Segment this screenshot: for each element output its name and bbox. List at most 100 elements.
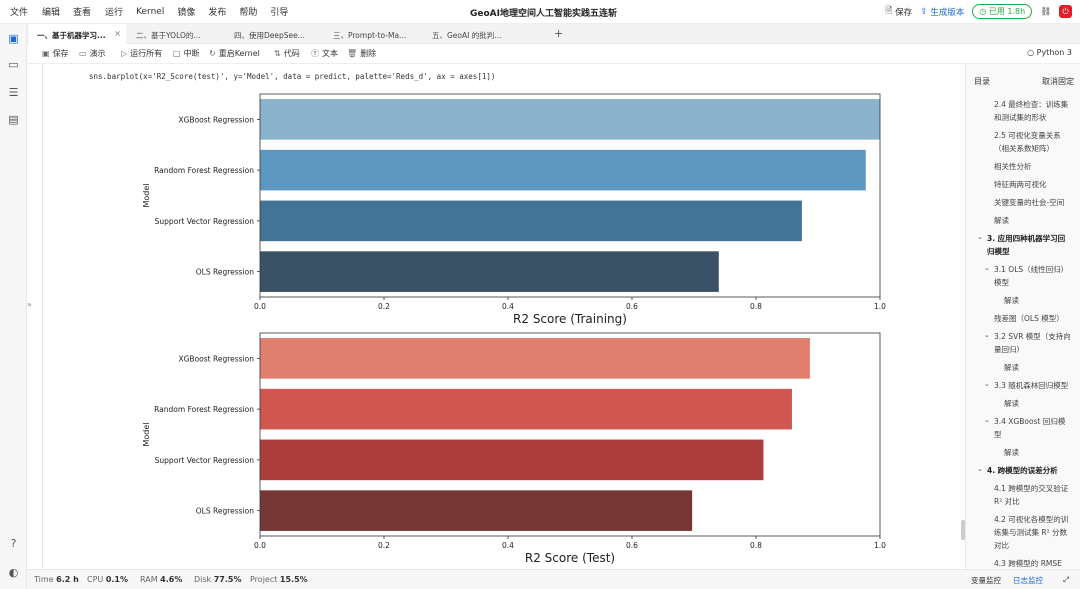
- expand-icon[interactable]: ⤢: [1063, 575, 1069, 584]
- axes-frame: [259, 93, 881, 298]
- disk-label: Disk: [194, 575, 212, 584]
- category-label: Random Forest Regression: [154, 166, 254, 175]
- tab-notebook-4[interactable]: 四、使用DeepSee...: [226, 24, 323, 44]
- help-icon[interactable]: ?: [10, 537, 17, 550]
- toc-item[interactable]: 3.4 XGBoost 回归模: [994, 417, 1066, 426]
- restart-icon: ↻: [209, 49, 216, 58]
- chevron-down-icon[interactable]: ⌄: [977, 233, 983, 241]
- toc-item[interactable]: 3.3 随机森林回归模型: [994, 381, 1069, 390]
- r2-score-charts: XGBoost Regression Random Forest Regressi…: [142, 93, 886, 565]
- link-icon[interactable]: ⛓: [1040, 6, 1051, 17]
- toolbar-save-button[interactable]: ▣ 保存: [42, 48, 69, 59]
- text-button[interactable]: Ⓣ 文本: [311, 48, 338, 59]
- tab-notebook-1[interactable]: 一、基于机器学习... ×: [29, 24, 126, 44]
- save-button[interactable]: 🗎 保存: [885, 5, 912, 19]
- unpin-toc-button[interactable]: 取消固定: [1042, 77, 1074, 86]
- theme-toggle-icon[interactable]: ◐: [8, 566, 19, 579]
- toc-item[interactable]: 2.4 最终检查：训练集: [994, 100, 1069, 109]
- delete-label: 删除: [360, 49, 377, 58]
- menu-file[interactable]: 文件: [10, 8, 29, 18]
- toc-item[interactable]: 模型: [994, 278, 1009, 287]
- collapse-sidebar-icon[interactable]: »: [27, 300, 32, 309]
- toc-item[interactable]: 4.1 跨模型的交叉验证: [994, 484, 1069, 493]
- chevron-down-icon[interactable]: ⌄: [984, 416, 990, 424]
- toc-item[interactable]: 3. 应用四种机器学习回: [987, 234, 1066, 243]
- cpu-value: 0.1%: [105, 575, 128, 584]
- tab-notebook-2[interactable]: 二、基于YOLO的...: [128, 24, 225, 44]
- menu-view[interactable]: 查看: [73, 8, 92, 18]
- toc-item[interactable]: 练集与测试集 R² 分数: [994, 528, 1067, 537]
- chevron-down-icon[interactable]: ⌄: [977, 465, 983, 473]
- toc-item[interactable]: 解读: [1004, 363, 1019, 372]
- menu-publish[interactable]: 发布: [208, 8, 227, 18]
- toc-item[interactable]: 对比: [994, 541, 1009, 550]
- close-icon[interactable]: ×: [114, 29, 121, 38]
- folder-icon[interactable]: ▭: [8, 58, 19, 71]
- delete-button[interactable]: 🗑 删除: [347, 48, 376, 59]
- chevron-down-icon[interactable]: ⌄: [984, 264, 990, 272]
- document-icon[interactable]: ▤: [8, 113, 19, 126]
- x-tick-label: 0.4: [502, 541, 514, 550]
- category-label: Support Vector Regression: [155, 217, 255, 226]
- status-bar: Time 6.2 h CPU 0.1% RAM 4.6% Disk 77.5% …: [27, 569, 1080, 589]
- kernel-idle-icon: ○: [1027, 48, 1035, 57]
- toc-item[interactable]: 型: [994, 430, 1002, 439]
- toc-item[interactable]: 3.1 OLS（线性回归）: [994, 265, 1069, 274]
- toc-item[interactable]: 归模型: [987, 247, 1010, 256]
- generate-version-button[interactable]: ⇪ 生成版本: [920, 6, 964, 18]
- toc-item[interactable]: 解读: [994, 216, 1009, 225]
- toc-item[interactable]: 4.3 跨模型的 RMSE: [994, 559, 1062, 568]
- main-scrollbar[interactable]: [961, 520, 965, 540]
- toc-item[interactable]: 特征两两可视化: [994, 180, 1047, 189]
- variable-monitor-button[interactable]: 变量监控: [971, 576, 1001, 585]
- menu-run[interactable]: 运行: [105, 8, 124, 18]
- toc-item[interactable]: 3.2 SVR 模型（支持向: [994, 332, 1071, 341]
- menu-guide[interactable]: 引导: [270, 8, 289, 18]
- toc-item[interactable]: 解读: [1004, 296, 1019, 305]
- toc-item[interactable]: 量回归）: [994, 345, 1024, 354]
- bar: [260, 149, 866, 191]
- menu-help[interactable]: 帮助: [239, 8, 258, 18]
- x-axis-label: R2 Score (Training): [513, 312, 627, 326]
- category-label: OLS Regression: [196, 507, 254, 516]
- code-cell[interactable]: sns.barplot(x='R2_Score(test)', y='Model…: [89, 72, 496, 81]
- x-tick-label: 0.4: [502, 302, 514, 311]
- play-icon: ▷: [121, 49, 128, 58]
- tab-notebook-5[interactable]: 五、GeoAI 的批判...: [424, 24, 521, 44]
- bar: [260, 338, 810, 379]
- menu-image[interactable]: 镜像: [177, 8, 196, 18]
- kernel-status[interactable]: ○ Python 3: [1027, 48, 1072, 57]
- log-monitor-button[interactable]: 日志监控: [1013, 576, 1043, 585]
- code-icon: ⇅: [274, 49, 281, 58]
- tab-notebook-3[interactable]: 三、Prompt-to-Ma...: [325, 24, 422, 44]
- chevron-down-icon[interactable]: ⌄: [984, 380, 990, 388]
- toc-item[interactable]: 4. 跨模型的误差分析: [987, 466, 1058, 475]
- toc-item[interactable]: 解读: [1004, 399, 1019, 408]
- add-tab-icon[interactable]: +: [554, 27, 564, 40]
- file-icon: 🗎: [885, 5, 893, 16]
- toolbar-save-label: 保存: [52, 49, 69, 58]
- kernel-label: Python 3: [1036, 48, 1072, 57]
- menu-edit[interactable]: 编辑: [42, 8, 61, 18]
- restart-kernel-button[interactable]: ↻ 重启Kernel: [209, 48, 260, 59]
- interrupt-button[interactable]: □ 中断: [173, 48, 200, 59]
- toc-item[interactable]: 2.5 可视化变量关系: [994, 131, 1061, 140]
- run-all-button[interactable]: ▷ 运行所有: [121, 48, 162, 59]
- toc-item[interactable]: 残差图（OLS 模型）: [994, 314, 1064, 323]
- code-button[interactable]: ⇅ 代码: [274, 48, 300, 59]
- toc-item[interactable]: 相关性分析: [994, 162, 1032, 171]
- toc-item[interactable]: 解读: [1004, 448, 1019, 457]
- x-tick-label: 0.6: [626, 302, 638, 311]
- menu-kernel[interactable]: Kernel: [136, 6, 165, 17]
- toc-item[interactable]: R² 对比: [994, 497, 1020, 506]
- power-icon[interactable]: ⏻: [1059, 5, 1072, 18]
- database-icon[interactable]: ☰: [8, 86, 19, 99]
- cpu-label: CPU: [87, 575, 104, 584]
- demo-button[interactable]: ▭ 演示: [79, 48, 106, 59]
- notebook-icon[interactable]: ▣: [8, 32, 19, 45]
- toc-item[interactable]: 和测试集的形状: [994, 113, 1047, 122]
- chevron-down-icon[interactable]: ⌄: [984, 331, 990, 339]
- toc-item[interactable]: 关键变量的社会-空间: [994, 198, 1065, 207]
- toc-item[interactable]: （相关系数矩阵）: [994, 144, 1054, 153]
- toc-item[interactable]: 4.2 可视化各模型的训: [994, 515, 1069, 524]
